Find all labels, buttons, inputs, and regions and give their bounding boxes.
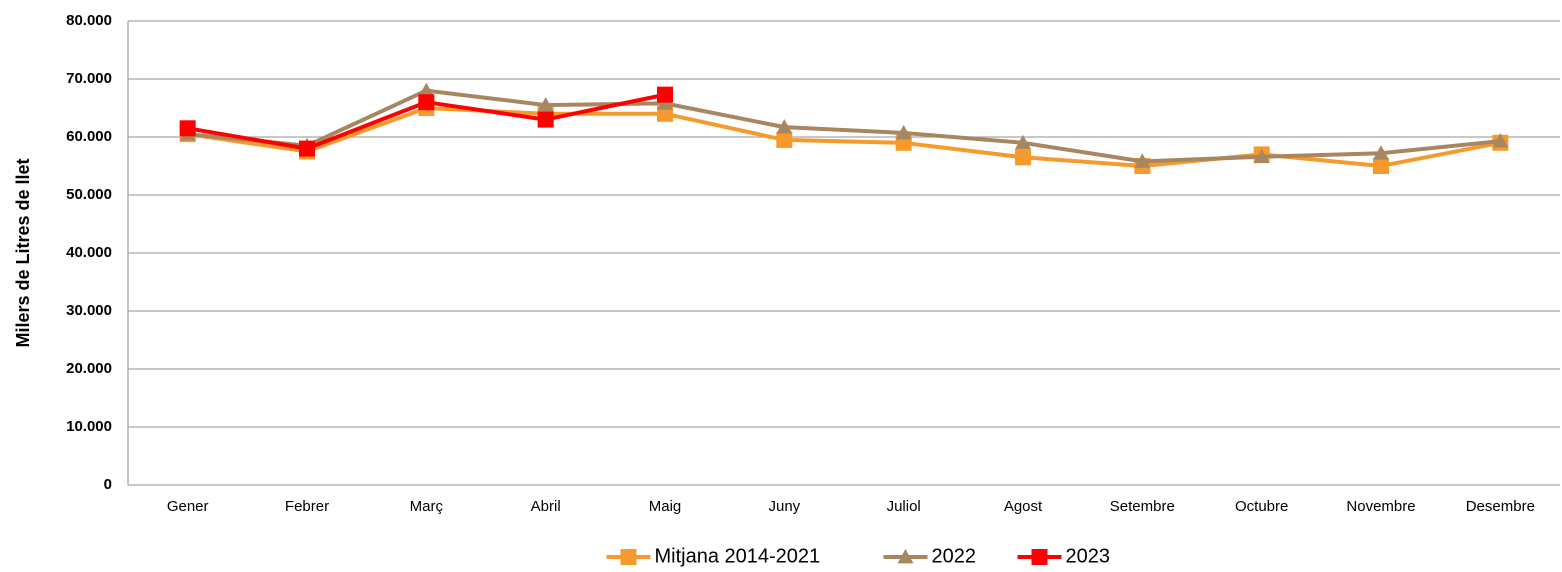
data-point (776, 119, 793, 134)
data-point (537, 111, 554, 128)
y-tick-label: 10.000 (66, 418, 112, 435)
x-tick-label: Juliol (887, 498, 921, 515)
x-tick-label: Setembre (1110, 498, 1175, 515)
y-tick-label: 20.000 (66, 360, 112, 377)
data-point (1373, 145, 1389, 160)
data-point (537, 97, 554, 112)
data-point (179, 120, 196, 137)
data-point (1253, 148, 1270, 164)
legend-label: Mitjana 2014-2021 (655, 545, 821, 567)
x-tick-label: Octubre (1235, 498, 1288, 515)
y-axis-label: Milers de Litres de llet (13, 158, 33, 347)
series-line (187, 88, 1501, 164)
data-point (657, 86, 673, 103)
data-point (1015, 134, 1031, 150)
x-tick-label: Abril (531, 498, 561, 515)
data-point (1134, 153, 1151, 168)
y-tick-label: 30.000 (66, 302, 112, 319)
x-tick-label: Desembre (1466, 498, 1535, 515)
data-point (418, 82, 435, 97)
y-tick-label: 50.000 (66, 186, 112, 203)
data-point (657, 105, 673, 122)
x-tick-label: Març (410, 498, 444, 515)
x-tick-label: Novembre (1346, 498, 1415, 515)
y-tick-label: 80.000 (66, 12, 112, 29)
data-point (1492, 133, 1509, 148)
x-tick-label: Agost (1004, 498, 1043, 515)
legend-label: 2023 (1066, 545, 1111, 567)
data-point (299, 140, 315, 157)
data-point (1373, 158, 1389, 174)
legend-label: 2022 (932, 545, 977, 567)
data-point (776, 131, 793, 148)
data-point (895, 124, 912, 140)
legend-marker (620, 549, 637, 565)
x-tick-label: Febrer (285, 498, 329, 515)
y-tick-label: 40.000 (66, 244, 112, 261)
x-tick-label: Maig (649, 498, 682, 515)
legend-marker (1031, 549, 1048, 565)
x-tick-label: Gener (167, 498, 209, 515)
y-tick-label: 0 (104, 476, 112, 493)
legend-marker (897, 549, 914, 564)
data-point (1015, 149, 1031, 166)
y-tick-label: 70.000 (66, 70, 112, 87)
y-tick-label: 60.000 (66, 128, 112, 145)
x-tick-label: Juny (768, 498, 800, 515)
data-point (418, 94, 435, 111)
